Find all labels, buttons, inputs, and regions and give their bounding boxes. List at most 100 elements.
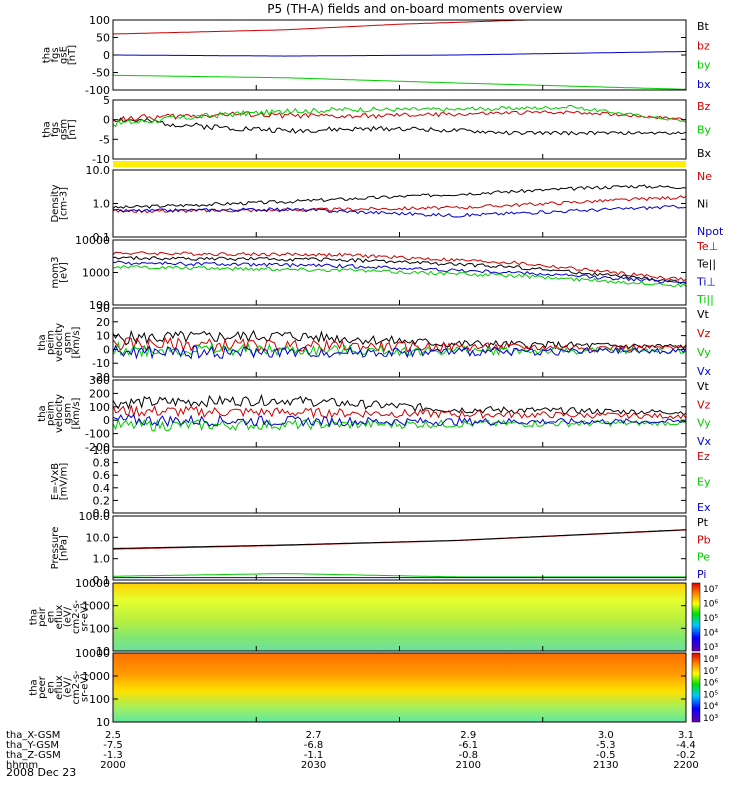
y-tick-label: 30 — [96, 302, 110, 315]
y-axis-label-line: fgs — [50, 47, 61, 62]
legend-entry: by — [697, 59, 711, 72]
series-by — [113, 74, 687, 90]
legend-entry: Bx — [697, 147, 712, 160]
y-axis-label-line: (eV/ — [63, 677, 74, 698]
y-tick-label: -100 — [85, 84, 110, 97]
legend-pressure: Pt Pb Pe Pi — [697, 516, 711, 581]
x-axis-value: 2.5 — [105, 730, 121, 741]
y-axis-label-line: E=-VxB — [50, 463, 61, 500]
x-axis-value: -7.5 — [103, 740, 123, 751]
colorbar-tick-label: 10⁷ — [703, 585, 718, 595]
legend-entry: Ex — [697, 501, 711, 514]
legend-entry: Pi — [697, 568, 706, 581]
x-axis-value: -1.3 — [103, 750, 123, 761]
legend-entry: Npot — [697, 225, 724, 238]
legend-entry: bx — [697, 78, 711, 91]
panel-frame — [112, 169, 687, 238]
y-tick-label: 10 — [96, 330, 110, 343]
legend-entry: Vt — [697, 380, 710, 393]
heatmap-peer_eflux — [113, 653, 686, 722]
y-axis-label-pressure: Pressure[nPa] — [50, 527, 70, 570]
y-tick-label: 0.8 — [93, 457, 111, 470]
x-axis-row-label: tha_Z-GSM — [6, 750, 61, 761]
panel-frame — [112, 239, 687, 306]
x-axis-value: 2100 — [456, 760, 481, 771]
legend-temperature: Te⊥ Te|| Ti⊥ Ti|| — [696, 240, 718, 306]
y-tick-label: 1000 — [82, 600, 110, 613]
y-tick-label: 0 — [103, 414, 110, 427]
x-axis-value: 2000 — [100, 760, 125, 771]
y-axis-label-line: [nPa] — [58, 535, 69, 561]
legend-entry: Pt — [697, 516, 709, 529]
date-label: 2008 Dec 23 — [6, 766, 76, 779]
y-axis-label-line: (eV/ — [63, 606, 74, 627]
series-Vy — [112, 340, 687, 358]
y-axis-label-temperature: mom3[eV] — [50, 257, 70, 289]
legend-density: Ne Ni Npot — [697, 170, 724, 238]
y-tick-label: 0.1 — [93, 574, 111, 587]
colorbar-tick-label: 10⁴ — [703, 629, 718, 639]
y-tick-label: 10 — [96, 645, 110, 658]
x-axis-value: -6.8 — [304, 740, 324, 751]
y-axis-label-line: [nT] — [67, 119, 78, 139]
x-axis-value: 2.7 — [306, 730, 322, 741]
y-tick-label: 0.1 — [93, 231, 111, 244]
x-axis-value: 3.0 — [598, 730, 614, 741]
series-Ti|| — [112, 264, 687, 288]
legend-entry: bz — [697, 39, 710, 52]
y-axis-label-line: en — [46, 611, 57, 624]
panel-frame — [112, 515, 687, 581]
y-tick-label: 10 — [96, 716, 110, 729]
series-By — [112, 104, 687, 128]
y-axis-label-line: tha — [29, 609, 40, 625]
y-tick-label: -10 — [92, 357, 110, 370]
x-axis-value: 2130 — [593, 760, 618, 771]
y-axis-label-line: peim — [46, 330, 57, 355]
colorbar-tick-label: 10⁶ — [703, 600, 718, 610]
colorbar-gradient — [691, 582, 701, 652]
series-Ti⊥ — [112, 260, 687, 285]
series-Bz — [112, 110, 687, 123]
y-tick-label: 100 — [89, 622, 110, 635]
y-tick-label: -20 — [92, 371, 110, 384]
y-tick-label: -10 — [92, 153, 110, 166]
series-Bx — [112, 117, 687, 136]
y-axis-label-line: peir — [37, 606, 48, 626]
legend-entry: Ti|| — [696, 293, 714, 306]
heatmap-peir_eflux — [113, 583, 686, 651]
legend-peim_velocity: Vt Vz Vy Vx — [697, 308, 712, 378]
y-tick-label: 300 — [89, 374, 110, 387]
y-tick-label: 0 — [103, 114, 110, 127]
y-axis-label-line: gsm — [63, 332, 74, 353]
y-tick-label: -100 — [85, 428, 110, 441]
legend-entry: By — [697, 124, 712, 137]
x-axis-value: -1.1 — [304, 750, 324, 761]
series-bz — [112, 19, 686, 35]
legend-entry: Vt — [697, 308, 710, 321]
series-Npot — [112, 204, 687, 218]
y-tick-label: 0.2 — [93, 494, 111, 507]
status-bar — [113, 161, 686, 167]
y-axis-label-line: eflux — [54, 675, 65, 700]
y-tick-label: 10000 — [75, 647, 110, 660]
panel-density: 10.0 1.0 0.1 Density[cm-3] Ne Ni Npot — [50, 164, 724, 244]
series-Vt — [112, 393, 687, 416]
y-axis-label-line: en — [46, 681, 57, 694]
y-axis-label-line: [eV] — [58, 262, 69, 283]
y-tick-label: 0 — [103, 343, 110, 356]
series-Vx — [112, 413, 687, 428]
y-axis-label-line: [km/s] — [71, 397, 82, 429]
y-axis-label-line: velocity — [54, 394, 65, 433]
y-tick-label: -50 — [92, 67, 110, 80]
series-Vy — [112, 418, 687, 432]
y-tick-label: 100 — [89, 14, 110, 27]
y-tick-label: 0 — [103, 49, 110, 62]
